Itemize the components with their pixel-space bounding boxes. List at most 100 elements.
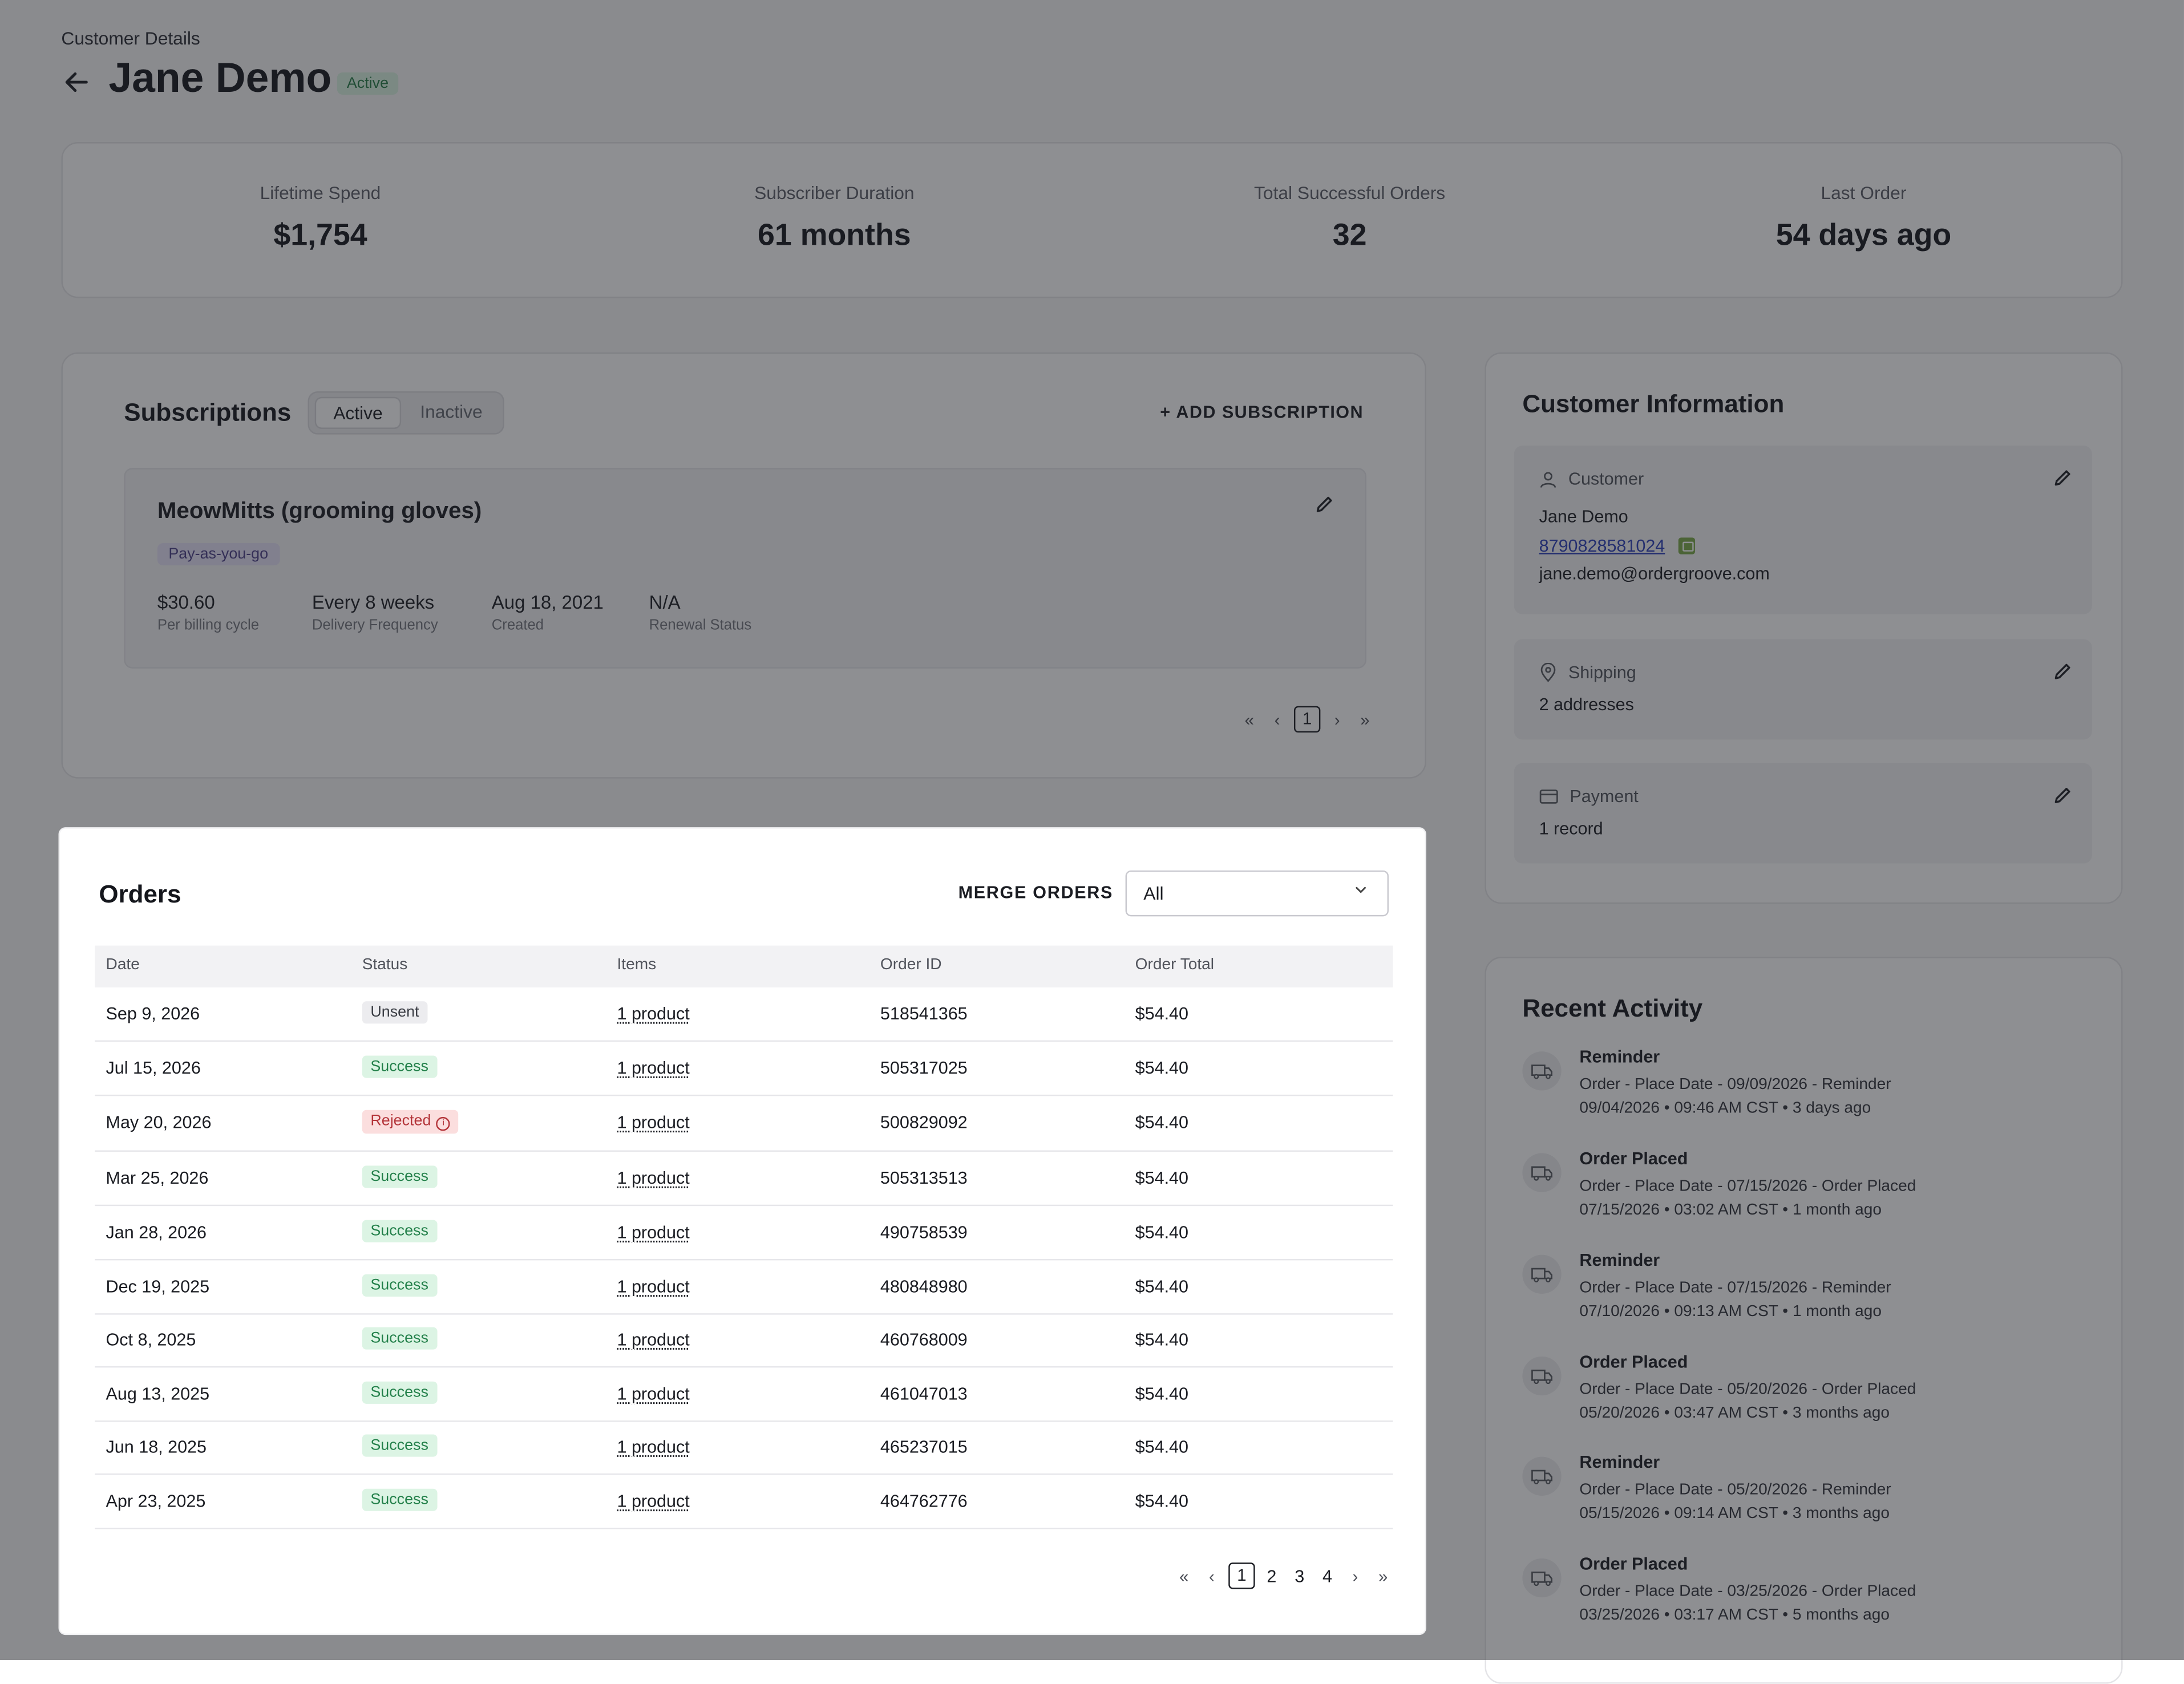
subscription-card[interactable]: MeowMitts (grooming gloves) Pay-as-you-g… bbox=[124, 468, 1366, 669]
fact-value: N/A bbox=[649, 592, 752, 613]
column-header-items: Items bbox=[617, 957, 656, 973]
fact-value: Aug 18, 2021 bbox=[492, 592, 604, 613]
table-row[interactable]: Jul 15, 2026 Success 1 product 505317025… bbox=[95, 1042, 1393, 1096]
tab-active[interactable]: Active bbox=[315, 397, 401, 429]
order-items-link[interactable]: 1 product bbox=[617, 1385, 689, 1404]
stat-value: 32 bbox=[1140, 217, 1558, 253]
activity-description: Order - Place Date - 09/09/2026 - Remind… bbox=[1579, 1076, 1891, 1093]
customer-name: Jane Demo bbox=[1539, 507, 1628, 527]
table-row[interactable]: Mar 25, 2026 Success 1 product 505313513… bbox=[95, 1152, 1393, 1206]
merge-orders-button[interactable]: MERGE ORDERS bbox=[958, 883, 1113, 902]
customer-heading: Customer bbox=[1539, 469, 1644, 489]
order-date: May 20, 2026 bbox=[106, 1113, 212, 1132]
location-pin-icon bbox=[1539, 663, 1558, 682]
order-date: Oct 8, 2025 bbox=[106, 1330, 196, 1349]
pager-prev[interactable]: ‹ bbox=[1263, 710, 1291, 729]
info-icon[interactable]: i bbox=[436, 1117, 450, 1131]
pager-page-1[interactable]: 1 bbox=[1228, 1562, 1255, 1589]
pager-page-4[interactable]: 4 bbox=[1313, 1566, 1341, 1585]
table-row[interactable]: May 20, 2026 Rejected i 1 product 5008290… bbox=[95, 1096, 1393, 1152]
customer-heading-label: Customer bbox=[1568, 469, 1644, 489]
pager-next[interactable]: › bbox=[1341, 1566, 1369, 1585]
pager-next[interactable]: › bbox=[1323, 710, 1351, 729]
subscription-fact-created: Aug 18, 2021 Created bbox=[492, 592, 604, 634]
customer-phone-link[interactable]: 8790828581024 bbox=[1539, 536, 1665, 556]
edit-pencil-icon[interactable] bbox=[2053, 786, 2072, 805]
tab-inactive[interactable]: Inactive bbox=[410, 397, 493, 426]
pager-first[interactable]: « bbox=[1170, 1566, 1198, 1585]
table-row[interactable]: Jun 18, 2025 Success 1 product 465237015… bbox=[95, 1420, 1393, 1475]
stats-panel: Lifetime Spend $1,754 Subscriber Duratio… bbox=[61, 142, 2122, 298]
order-items-link[interactable]: 1 product bbox=[617, 1222, 689, 1242]
order-date: Jan 28, 2026 bbox=[106, 1222, 207, 1242]
order-total: $54.40 bbox=[1135, 1492, 1188, 1511]
order-items-link[interactable]: 1 product bbox=[617, 1277, 689, 1297]
pager-first[interactable]: « bbox=[1235, 710, 1263, 729]
truck-icon bbox=[1522, 1558, 1561, 1597]
order-items-link[interactable]: 1 product bbox=[617, 1058, 689, 1078]
pager-last[interactable]: » bbox=[1369, 1566, 1397, 1585]
order-id: 461047013 bbox=[880, 1385, 968, 1404]
activity-meta: 09/04/2026 • 09:46 AM CST • 3 days ago bbox=[1579, 1100, 1871, 1117]
order-id: 490758539 bbox=[880, 1222, 968, 1242]
column-header-order-total: Order Total bbox=[1135, 957, 1214, 973]
back-arrow-icon[interactable] bbox=[61, 67, 92, 98]
order-items-link[interactable]: 1 product bbox=[617, 1168, 689, 1188]
order-status-badge: Success bbox=[362, 1056, 437, 1078]
pager-page-2[interactable]: 2 bbox=[1257, 1566, 1285, 1585]
payment-heading-label: Payment bbox=[1570, 787, 1638, 806]
subscription-product-name: MeowMitts (grooming gloves) bbox=[157, 499, 482, 525]
activity-title: Order Placed bbox=[1579, 1353, 1688, 1372]
order-status-label: Rejected bbox=[370, 1113, 431, 1130]
breadcrumb[interactable]: Customer Details bbox=[61, 28, 200, 49]
customer-information-panel: Customer Information Customer Jane Demo … bbox=[1485, 353, 2122, 904]
stat-value: 61 months bbox=[625, 217, 1043, 253]
order-status-badge: Success bbox=[362, 1274, 437, 1297]
order-status-badge: Rejected i bbox=[362, 1110, 459, 1134]
orders-table-header: Date Status Items Order ID Order Total bbox=[95, 946, 1393, 987]
customer-information-title: Customer Information bbox=[1522, 390, 1784, 419]
subscriptions-pagination: « ‹ 1 › » bbox=[1235, 706, 1378, 732]
table-row[interactable]: Dec 19, 2025 Success 1 product 480848980… bbox=[95, 1260, 1393, 1314]
edit-pencil-icon[interactable] bbox=[2053, 662, 2072, 681]
stat-subscriber-duration: Subscriber Duration 61 months bbox=[625, 183, 1043, 254]
order-items-link[interactable]: 1 product bbox=[617, 1113, 689, 1132]
order-status-badge: Success bbox=[362, 1165, 437, 1188]
stat-total-successful-orders: Total Successful Orders 32 bbox=[1140, 183, 1558, 254]
order-status-badge: Success bbox=[362, 1220, 437, 1242]
order-items-link[interactable]: 1 product bbox=[617, 1004, 689, 1023]
order-id: 464762776 bbox=[880, 1492, 968, 1511]
table-row[interactable]: Sep 9, 2026 Unsent 1 product 518541365 $… bbox=[95, 987, 1393, 1042]
order-date: Jun 18, 2025 bbox=[106, 1437, 207, 1456]
stat-label: Last Order bbox=[1655, 183, 2072, 204]
order-id: 465237015 bbox=[880, 1437, 968, 1456]
edit-pencil-icon[interactable] bbox=[2053, 468, 2072, 487]
pager-page-current[interactable]: 1 bbox=[1294, 706, 1320, 732]
payment-heading: Payment bbox=[1539, 787, 1639, 806]
pager-prev[interactable]: ‹ bbox=[1198, 1566, 1226, 1585]
orders-filter-select[interactable]: All bbox=[1126, 871, 1389, 917]
payment-box: Payment 1 record bbox=[1514, 763, 2092, 864]
subscription-fact-price: $30.60 Per billing cycle bbox=[157, 592, 259, 634]
table-row[interactable]: Aug 13, 2025 Success 1 product 461047013… bbox=[95, 1367, 1393, 1422]
order-items-link[interactable]: 1 product bbox=[617, 1492, 689, 1511]
table-row[interactable]: Apr 23, 2025 Success 1 product 464762776… bbox=[95, 1475, 1393, 1529]
page-title: Jane Demo bbox=[108, 56, 331, 103]
activity-title: Reminder bbox=[1579, 1047, 1660, 1067]
pager-last[interactable]: » bbox=[1351, 710, 1379, 729]
shipping-heading: Shipping bbox=[1539, 663, 1636, 682]
order-status-badge: Success bbox=[362, 1382, 437, 1404]
order-total: $54.40 bbox=[1135, 1222, 1188, 1242]
table-row[interactable]: Oct 8, 2025 Success 1 product 460768009 … bbox=[95, 1313, 1393, 1367]
order-total: $54.40 bbox=[1135, 1277, 1188, 1297]
truck-icon bbox=[1522, 1357, 1561, 1395]
table-row[interactable]: Jan 28, 2026 Success 1 product 490758539… bbox=[95, 1206, 1393, 1260]
order-date: Apr 23, 2025 bbox=[106, 1492, 206, 1511]
edit-pencil-icon[interactable] bbox=[1315, 495, 1334, 514]
pager-page-3[interactable]: 3 bbox=[1285, 1566, 1313, 1585]
order-id: 505313513 bbox=[880, 1168, 968, 1188]
fact-value: Every 8 weeks bbox=[312, 592, 438, 613]
add-subscription-button[interactable]: + ADD SUBSCRIPTION bbox=[1160, 403, 1364, 422]
order-items-link[interactable]: 1 product bbox=[617, 1437, 689, 1456]
order-items-link[interactable]: 1 product bbox=[617, 1330, 689, 1349]
